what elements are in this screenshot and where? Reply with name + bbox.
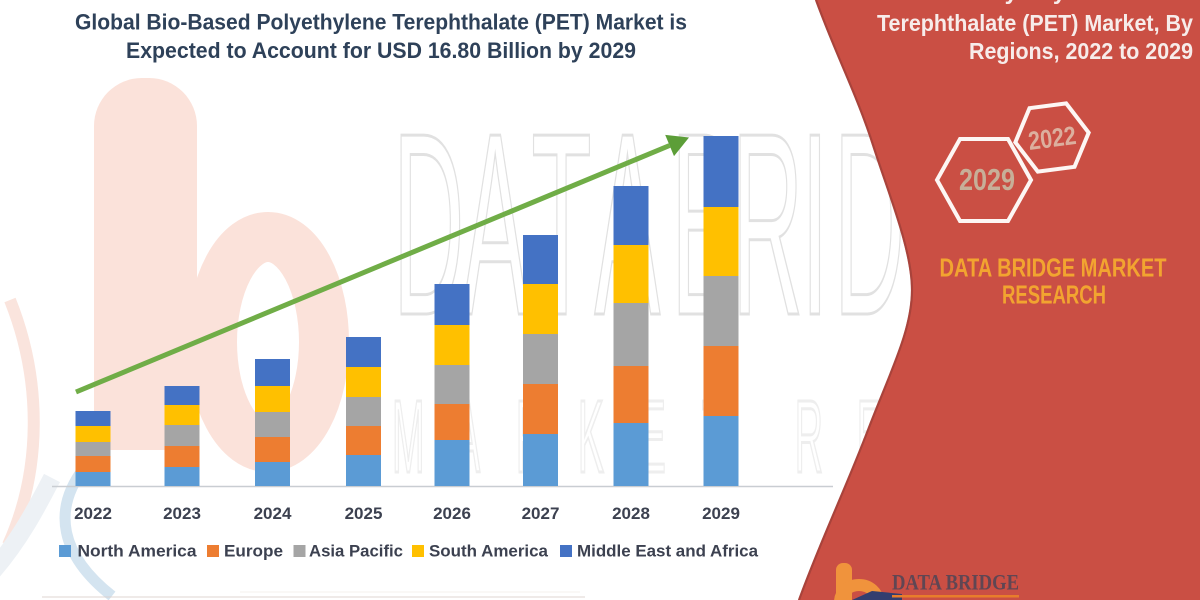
svg-text:RESEARCH: RESEARCH	[1002, 280, 1106, 310]
svg-text:M: M	[392, 378, 425, 494]
svg-text:DATA BRIDGE: DATA BRIDGE	[892, 570, 1019, 595]
svg-text:2022: 2022	[74, 504, 112, 523]
svg-text:K: K	[578, 378, 604, 494]
svg-text:Expected to Account for USD 16: Expected to Account for USD 16.80 Billio…	[126, 38, 636, 63]
svg-text:2029: 2029	[959, 162, 1015, 197]
svg-text:Europe: Europe	[224, 543, 283, 561]
svg-text:Terephthalate (PET) Market, By: Terephthalate (PET) Market, By	[877, 10, 1193, 36]
svg-text:2027: 2027	[522, 504, 560, 523]
svg-text:R: R	[732, 79, 803, 370]
svg-text:Asia Pacific: Asia Pacific	[309, 543, 403, 561]
svg-text:South America: South America	[429, 543, 549, 561]
svg-text:North America: North America	[78, 543, 198, 561]
svg-text:2024: 2024	[254, 504, 292, 523]
svg-text:A: A	[462, 79, 528, 370]
svg-text:Global Bio-Based Polyethylene: Global Bio-Based Polyethylene	[766, 0, 1113, 4]
svg-text:2029: 2029	[702, 504, 740, 523]
svg-text:Regions, 2022 to 2029: Regions, 2022 to 2029	[969, 38, 1193, 64]
svg-text:DATA BRIDGE MARKET: DATA BRIDGE MARKET	[940, 253, 1167, 283]
svg-text:I: I	[801, 79, 828, 370]
svg-text:2022: 2022	[1026, 120, 1078, 156]
svg-text:Global Bio-Based Polyethylene: Global Bio-Based Polyethylene Terephthal…	[75, 10, 687, 35]
svg-text:2025: 2025	[345, 504, 383, 523]
svg-text:R: R	[795, 378, 823, 494]
svg-text:2026: 2026	[433, 504, 471, 523]
svg-text:2028: 2028	[612, 504, 650, 523]
svg-text:Middle East and Africa: Middle East and Africa	[577, 543, 759, 561]
svg-text:2023: 2023	[163, 504, 201, 523]
